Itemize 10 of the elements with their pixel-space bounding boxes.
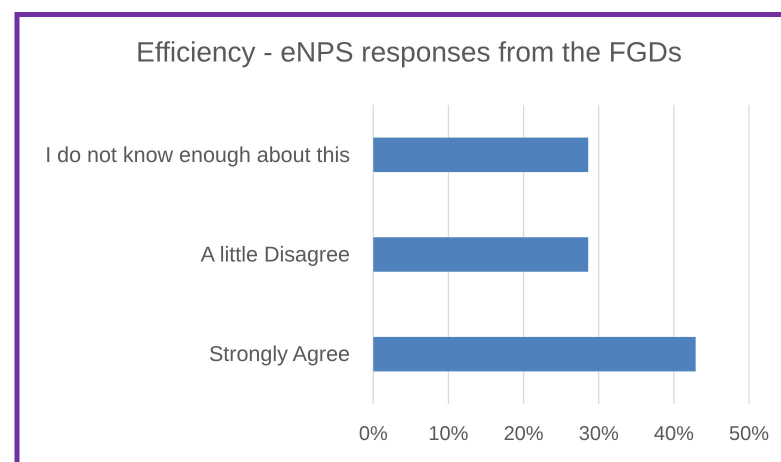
x-tick-label: 0% [358,423,388,445]
y-tick-label: I do not know enough about this [45,142,350,167]
y-tick-label: Strongly Agree [208,342,350,366]
x-tick-label: 50% [728,423,770,445]
x-tick-label: 30% [578,423,619,445]
x-tick-label: 20% [504,423,544,445]
y-tick-label: A little Disagree [200,242,350,266]
x-tick-label: 10% [428,423,469,445]
x-tick-label: 40% [654,423,694,445]
chart-title: Efficiency - eNPS responses from the FGDs [136,36,682,68]
